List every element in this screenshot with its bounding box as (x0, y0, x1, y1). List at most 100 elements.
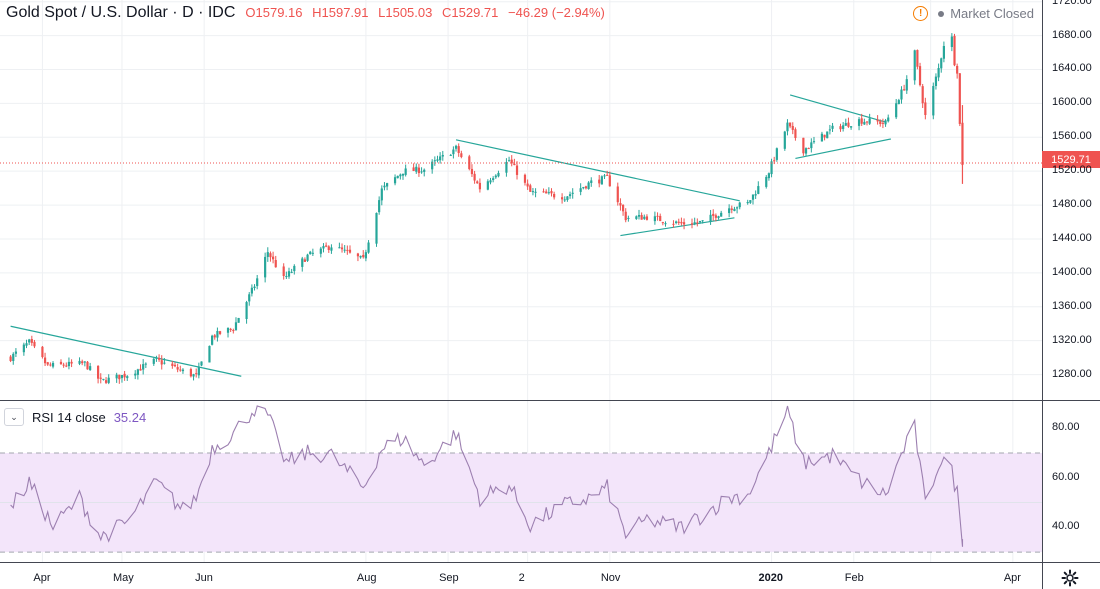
symbol-title[interactable]: Gold Spot / U.S. Dollar · D · IDC (6, 4, 236, 21)
candle (918, 62, 922, 87)
candle-body (322, 246, 325, 249)
collapse-chevron-icon[interactable]: ⌄ (4, 408, 24, 426)
candle-body (791, 126, 794, 130)
candle-body (30, 339, 33, 343)
candle (393, 174, 397, 186)
rsi-label[interactable]: RSI 14 close (32, 409, 106, 425)
candle (211, 334, 214, 346)
candle (653, 211, 656, 225)
candle (844, 118, 847, 126)
candle (213, 334, 216, 340)
candle-body (179, 369, 182, 371)
candle-body (942, 45, 945, 59)
candle-body (89, 366, 92, 371)
candle (234, 317, 238, 331)
candle (672, 220, 675, 228)
candle-body (33, 341, 36, 347)
candle-body (253, 286, 256, 288)
candle-body (497, 172, 500, 177)
candle-body (757, 186, 760, 194)
candle-body (123, 373, 126, 378)
candle-body (78, 360, 81, 364)
candle (59, 359, 63, 365)
y-tick-label: 1720.00 (1052, 0, 1092, 7)
candle-body (624, 211, 627, 221)
candle-body (606, 174, 609, 176)
candle-body (547, 192, 550, 194)
candle (619, 198, 622, 211)
market-status[interactable]: ! Market Closed (913, 6, 1034, 21)
x-tick-label: Feb (844, 572, 864, 584)
candle (375, 212, 378, 247)
candle-body (746, 202, 749, 204)
candle-body (229, 328, 232, 330)
candle (327, 245, 330, 253)
candle-body (863, 121, 866, 125)
candle (208, 345, 211, 363)
candle-body (120, 375, 124, 379)
candle (78, 357, 81, 366)
candle-body (672, 223, 675, 225)
candle (269, 251, 272, 262)
candle (505, 158, 508, 177)
x-tick-label: Apr (1003, 572, 1021, 584)
candle (661, 221, 664, 226)
candle (12, 352, 15, 365)
candle-body (812, 141, 816, 143)
candle-body (476, 181, 479, 184)
candle (176, 363, 179, 373)
candle (359, 255, 362, 259)
candle (266, 247, 269, 262)
candle-body (916, 50, 919, 67)
candle-body (897, 100, 900, 105)
candle-body (139, 368, 142, 371)
candle (675, 220, 678, 225)
x-tick-label: May (112, 572, 134, 584)
gear-icon[interactable] (1060, 568, 1080, 588)
candle-body (343, 249, 346, 251)
candle (330, 244, 333, 254)
candle (293, 264, 296, 275)
candle-body (102, 378, 105, 380)
rsi-y-tick-label: 80.00 (1052, 421, 1080, 434)
warning-icon[interactable]: ! (913, 6, 929, 21)
candle (754, 190, 757, 199)
candle (118, 374, 121, 384)
candle (107, 374, 110, 385)
candle (200, 361, 203, 367)
candle-body (25, 343, 28, 346)
candle-body (250, 287, 253, 294)
candle-body (126, 376, 129, 379)
candle (645, 214, 649, 221)
candle (905, 75, 908, 94)
candle-body (767, 173, 771, 179)
candle-body (386, 183, 389, 187)
candle-body (635, 216, 638, 219)
candle-body (770, 161, 773, 175)
trendline (620, 217, 735, 237)
candle (139, 364, 142, 371)
candle-body (14, 351, 18, 354)
candle-body (163, 362, 166, 364)
candle-body (934, 76, 938, 86)
candle-body (579, 188, 582, 192)
candle-body (330, 247, 333, 251)
candle (470, 164, 474, 177)
candle-body (489, 180, 492, 183)
candle (839, 123, 842, 132)
candle (690, 218, 694, 229)
candle (51, 361, 55, 369)
candle-body (396, 175, 399, 179)
candle-body (643, 216, 646, 219)
candle-body (67, 361, 71, 367)
candle (807, 147, 810, 150)
x-tick-label: 2 (518, 572, 525, 584)
candle-body (468, 156, 471, 170)
candle (33, 339, 36, 349)
candle-body (303, 259, 307, 262)
candle (738, 201, 741, 210)
candle (417, 163, 421, 177)
candle (303, 257, 307, 262)
